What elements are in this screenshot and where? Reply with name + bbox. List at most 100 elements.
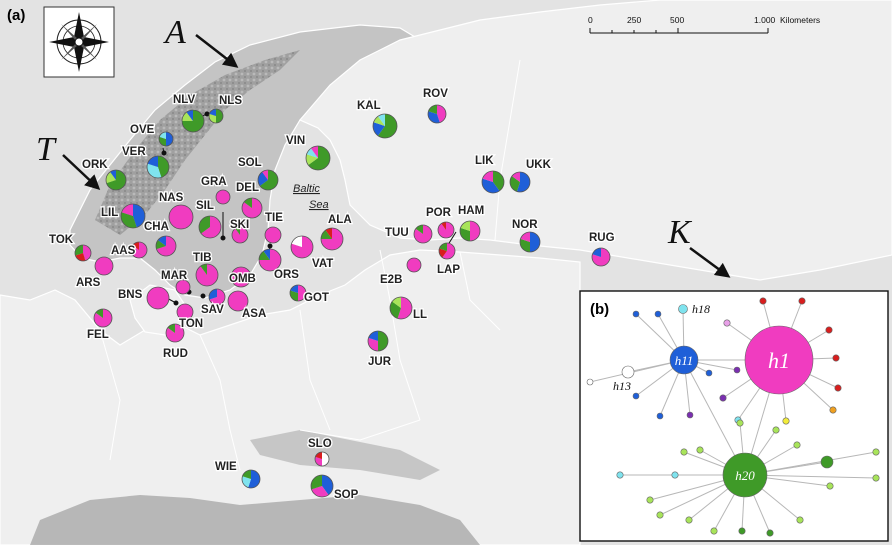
haplotype-label-h1: h1 (768, 348, 790, 373)
pie-outline (314, 451, 330, 467)
pie-slice (231, 267, 251, 287)
haplotype-node (759, 297, 767, 305)
pie-slice (209, 289, 225, 305)
pie-outline (146, 286, 170, 310)
haplotype-label-h20: h20 (735, 468, 755, 483)
site-pie-fel (93, 308, 113, 328)
site-label-wie: WIE (215, 461, 237, 473)
arrow-label-k: K (667, 214, 693, 251)
scale-tick-label: 500 (670, 15, 684, 25)
pie-slice (147, 287, 169, 309)
pie-slice (147, 156, 158, 167)
pie-outline (181, 109, 205, 133)
haplotype-node (686, 411, 694, 419)
haplotype-node (738, 527, 746, 535)
haplotype-node (872, 474, 880, 482)
pie-outline (241, 197, 263, 219)
pie-slice (200, 264, 207, 275)
pie-slice (159, 136, 166, 146)
pie-outline (230, 266, 252, 288)
scale-tick-label: 0 (588, 15, 593, 25)
haplotype-node (678, 304, 688, 314)
site-label-ton: TON (179, 318, 203, 330)
site-pie-por (437, 221, 455, 239)
pie-outline (406, 257, 422, 273)
site-label-nas: NAS (159, 192, 184, 204)
pie-slice (209, 113, 216, 123)
pie-slice (106, 171, 116, 184)
pie-slice (368, 331, 378, 341)
site-label-omb: OMB (229, 273, 256, 285)
site-pie-sop (310, 474, 334, 498)
pie-slice (176, 280, 190, 294)
site-pie-vin (305, 145, 331, 171)
pie-slice (315, 452, 322, 459)
site-pie-ton (176, 303, 194, 321)
haplotype-label-h11: h11 (675, 353, 694, 368)
network-link (589, 359, 685, 383)
pie-slice (389, 301, 401, 319)
haplotype-node (834, 384, 842, 392)
site-pie-tib (195, 263, 219, 287)
haplotype-node (826, 482, 834, 490)
site-pie-lik (481, 170, 505, 194)
pie-slice (228, 291, 248, 311)
haplotype-label-h18: h18 (692, 302, 710, 316)
haplotype-node (733, 366, 741, 374)
haplotype-node (616, 471, 624, 479)
site-label-asa: ASA (242, 308, 266, 320)
pie-outline (389, 296, 413, 320)
pie-slice (460, 227, 470, 241)
site-label-nor: NOR (512, 219, 538, 231)
pie-slice (290, 285, 298, 293)
haplotype-node (621, 365, 635, 379)
haplotype-node (723, 319, 731, 327)
pie-outline (93, 308, 113, 328)
site-pie-nas (168, 204, 194, 230)
scale-bar: 0 250 500 1.000 Kilometers (588, 15, 820, 34)
pie-outline (258, 248, 282, 272)
pie-outline (320, 227, 344, 251)
panel-b-label: (b) (590, 301, 609, 318)
pie-outline (175, 279, 191, 295)
site-pie-rov (427, 104, 447, 124)
pie-outline (74, 244, 92, 262)
arrow-label-a: A (163, 14, 186, 51)
haplotype-node (772, 426, 780, 434)
pie-outline (198, 215, 222, 239)
site-label-del: DEL (236, 182, 259, 194)
site-label-ski: SKI (230, 219, 249, 231)
haplotype-node (632, 310, 640, 318)
pie-slice (265, 227, 281, 243)
pie-slice (106, 170, 127, 190)
pie-outline (459, 220, 481, 242)
site-label-ors: ORS (274, 269, 299, 281)
site-pie-ver (146, 155, 170, 179)
pie-slice (322, 475, 334, 495)
pie-slice (373, 122, 385, 136)
pie-slice (235, 227, 240, 235)
site-label-slo: SLO (308, 438, 332, 450)
pie-slice (262, 170, 268, 180)
pie-slice (482, 171, 493, 182)
site-pie-bns (146, 286, 170, 310)
pie-slice (439, 248, 447, 258)
pie-outline (438, 242, 456, 260)
site-pie-slo (314, 451, 330, 467)
pie-slice (242, 198, 263, 218)
pie-slice (166, 132, 173, 146)
pie-slice (199, 215, 210, 234)
pie-outline (195, 263, 219, 287)
site-pie-lap (438, 242, 456, 260)
sea-label: Baltic (293, 183, 320, 195)
pie-slice (439, 243, 447, 251)
site-label-sop: SOP (334, 489, 359, 501)
pie-slice (308, 146, 331, 171)
site-label-vin: VIN (286, 135, 305, 147)
pie-slice (216, 109, 223, 123)
site-pie-rud (165, 323, 185, 343)
pie-outline (208, 108, 224, 124)
site-label-nls: NLS (219, 95, 242, 107)
